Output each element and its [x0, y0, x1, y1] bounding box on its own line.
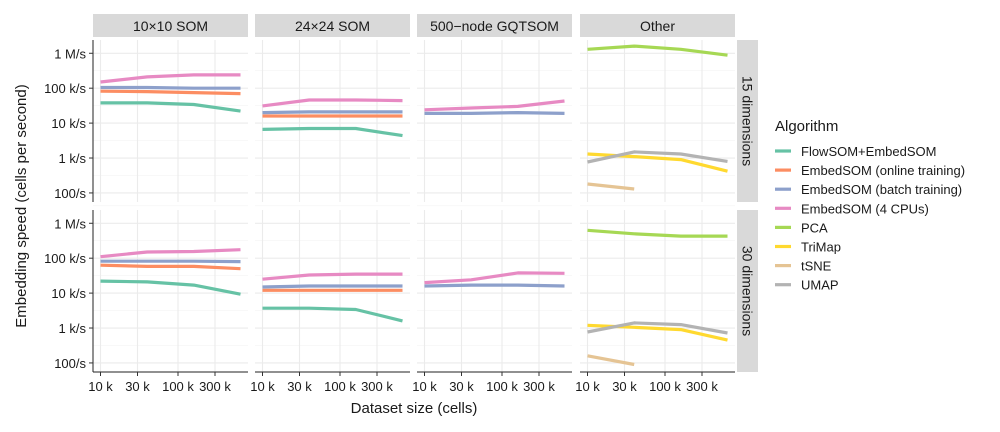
facet-label-row: 30 dimensions	[740, 246, 756, 336]
x-tick-label: 10 k	[250, 379, 275, 394]
y-tick-label: 10 k/s	[51, 116, 86, 131]
panel-background	[417, 210, 572, 372]
panel-0-1	[93, 206, 248, 372]
y-tick-label: 1 M/s	[54, 46, 86, 61]
y-tick-label: 10 k/s	[51, 286, 86, 301]
legend-label: UMAP	[801, 278, 839, 293]
series-line-embedsom-batch-training-	[425, 285, 565, 286]
legend-label: TriMap	[801, 240, 841, 255]
x-axis-title: Dataset size (cells)	[351, 400, 478, 417]
legend-label: PCA	[801, 220, 828, 235]
panel-2-1	[417, 206, 572, 372]
x-tick-label: 30 k	[287, 379, 312, 394]
facet-label-row: 15 dimensions	[740, 76, 756, 166]
panel-0-0	[93, 36, 248, 202]
y-tick-label: 100 k/s	[44, 251, 86, 266]
y-tick-label: 1 k/s	[59, 151, 87, 166]
series-line-embedsom-batch-training-	[101, 88, 241, 89]
x-tick-label: 100 k	[486, 379, 518, 394]
x-tick-label: 30 k	[612, 379, 637, 394]
legend-label: EmbedSOM (online training)	[801, 163, 965, 178]
x-tick-label: 10 k	[412, 379, 437, 394]
legend-label: FlowSOM+EmbedSOM	[801, 144, 936, 159]
x-tick-label: 30 k	[449, 379, 474, 394]
facet-label-column: Other	[640, 18, 675, 34]
facet-label-column: 10×10 SOM	[133, 18, 208, 34]
y-tick-label: 100/s	[54, 356, 86, 371]
y-tick-label: 1 k/s	[59, 321, 87, 336]
panel-background	[580, 40, 735, 202]
legend: Algorithm FlowSOM+EmbedSOM EmbedSOM (onlin…	[775, 118, 965, 293]
x-tick-label: 300 k	[361, 379, 393, 394]
legend-label: EmbedSOM (batch training)	[801, 182, 962, 197]
panel-background	[93, 40, 248, 202]
panel-background	[255, 40, 410, 202]
panel-2-0	[417, 36, 572, 202]
series-line-embedsom-batch-training-	[263, 286, 403, 287]
x-tick-label: 10 k	[88, 379, 113, 394]
facet-label-column: 500−node GQTSOM	[430, 18, 559, 34]
x-tick-label: 30 k	[125, 379, 150, 394]
y-axis-title: Embedding speed (cells per second)	[13, 84, 30, 327]
series-line-embedsom-batch-training-	[263, 112, 403, 113]
x-tick-label: 300 k	[686, 379, 718, 394]
series-line-embedsom-batch-training-	[425, 113, 565, 114]
panel-1-0	[255, 36, 410, 202]
facet-label-column: 24×24 SOM	[295, 18, 370, 34]
x-tick-label: 300 k	[199, 379, 231, 394]
x-tick-label: 300 k	[523, 379, 555, 394]
legend-label: tSNE	[801, 259, 832, 274]
legend-title: Algorithm	[775, 118, 838, 135]
legend-label: EmbedSOM (4 CPUs)	[801, 201, 929, 216]
x-tick-label: 100 k	[324, 379, 356, 394]
y-tick-label: 100/s	[54, 186, 86, 201]
x-tick-label: 10 k	[575, 379, 600, 394]
y-tick-label: 1 M/s	[54, 216, 86, 231]
x-tick-label: 100 k	[162, 379, 194, 394]
x-tick-label: 100 k	[649, 379, 681, 394]
y-tick-label: 100 k/s	[44, 81, 86, 96]
panel-3-0	[580, 36, 735, 202]
panel-background	[417, 40, 572, 202]
